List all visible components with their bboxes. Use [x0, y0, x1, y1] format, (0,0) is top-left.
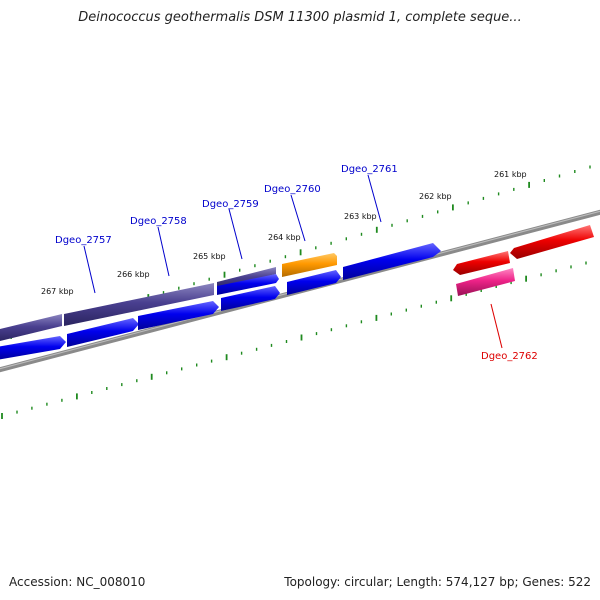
ruler-label-264: 264 kbp	[268, 233, 301, 242]
gene-arrow-dgeo-2761	[343, 243, 441, 280]
feature-dgeo-2762-pink	[456, 268, 515, 296]
leader-dgeo-2757	[83, 245, 96, 294]
topology-summary: Topology: circular; Length: 574,127 bp; …	[284, 575, 591, 589]
leader-dgeo-2759	[228, 208, 243, 260]
ruler-label-266: 266 kbp	[117, 270, 150, 279]
feature-dgeo-2762-red-a	[453, 251, 510, 275]
gene-label-dgeo-2762[interactable]: Dgeo_2762	[481, 351, 538, 362]
ruler-label-267: 267 kbp	[41, 287, 74, 296]
ruler-label-262: 262 kbp	[419, 192, 452, 201]
feature-dgeo-2760-orange	[282, 253, 337, 277]
leader-dgeo-2762	[490, 303, 503, 349]
gene-arrow-dgeo-2759	[221, 286, 280, 311]
leader-dgeo-2761	[367, 174, 382, 223]
feature-purple-1	[0, 314, 62, 342]
gene-label-dgeo-2758[interactable]: Dgeo_2758	[130, 216, 187, 227]
gene-label-dgeo-2759[interactable]: Dgeo_2759	[202, 199, 259, 210]
map-title: Deinococcus geothermalis DSM 11300 plasm…	[78, 10, 522, 25]
gene-label-dgeo-2757[interactable]: Dgeo_2757	[55, 235, 112, 246]
feature-red-b	[510, 225, 594, 259]
gene-arrow-4	[287, 270, 341, 295]
gene-arrow-3	[138, 301, 219, 330]
ruler-label-265: 265 kbp	[193, 252, 226, 261]
gene-arrow-dgeo-2759-upper	[217, 274, 279, 295]
ruler-label-261: 261 kbp	[494, 170, 527, 179]
leader-dgeo-2760	[290, 194, 306, 242]
gene-label-dgeo-2760[interactable]: Dgeo_2760	[264, 184, 321, 195]
accession-label: Accession: NC_008010	[9, 575, 146, 589]
gene-label-dgeo-2761[interactable]: Dgeo_2761	[341, 164, 398, 175]
gene-arrow-2	[67, 318, 139, 347]
leader-dgeo-2758	[157, 226, 170, 277]
gene-arrow-1	[0, 336, 66, 360]
ruler-label-263: 263 kbp	[344, 212, 377, 221]
feature-purple-2	[64, 283, 214, 326]
